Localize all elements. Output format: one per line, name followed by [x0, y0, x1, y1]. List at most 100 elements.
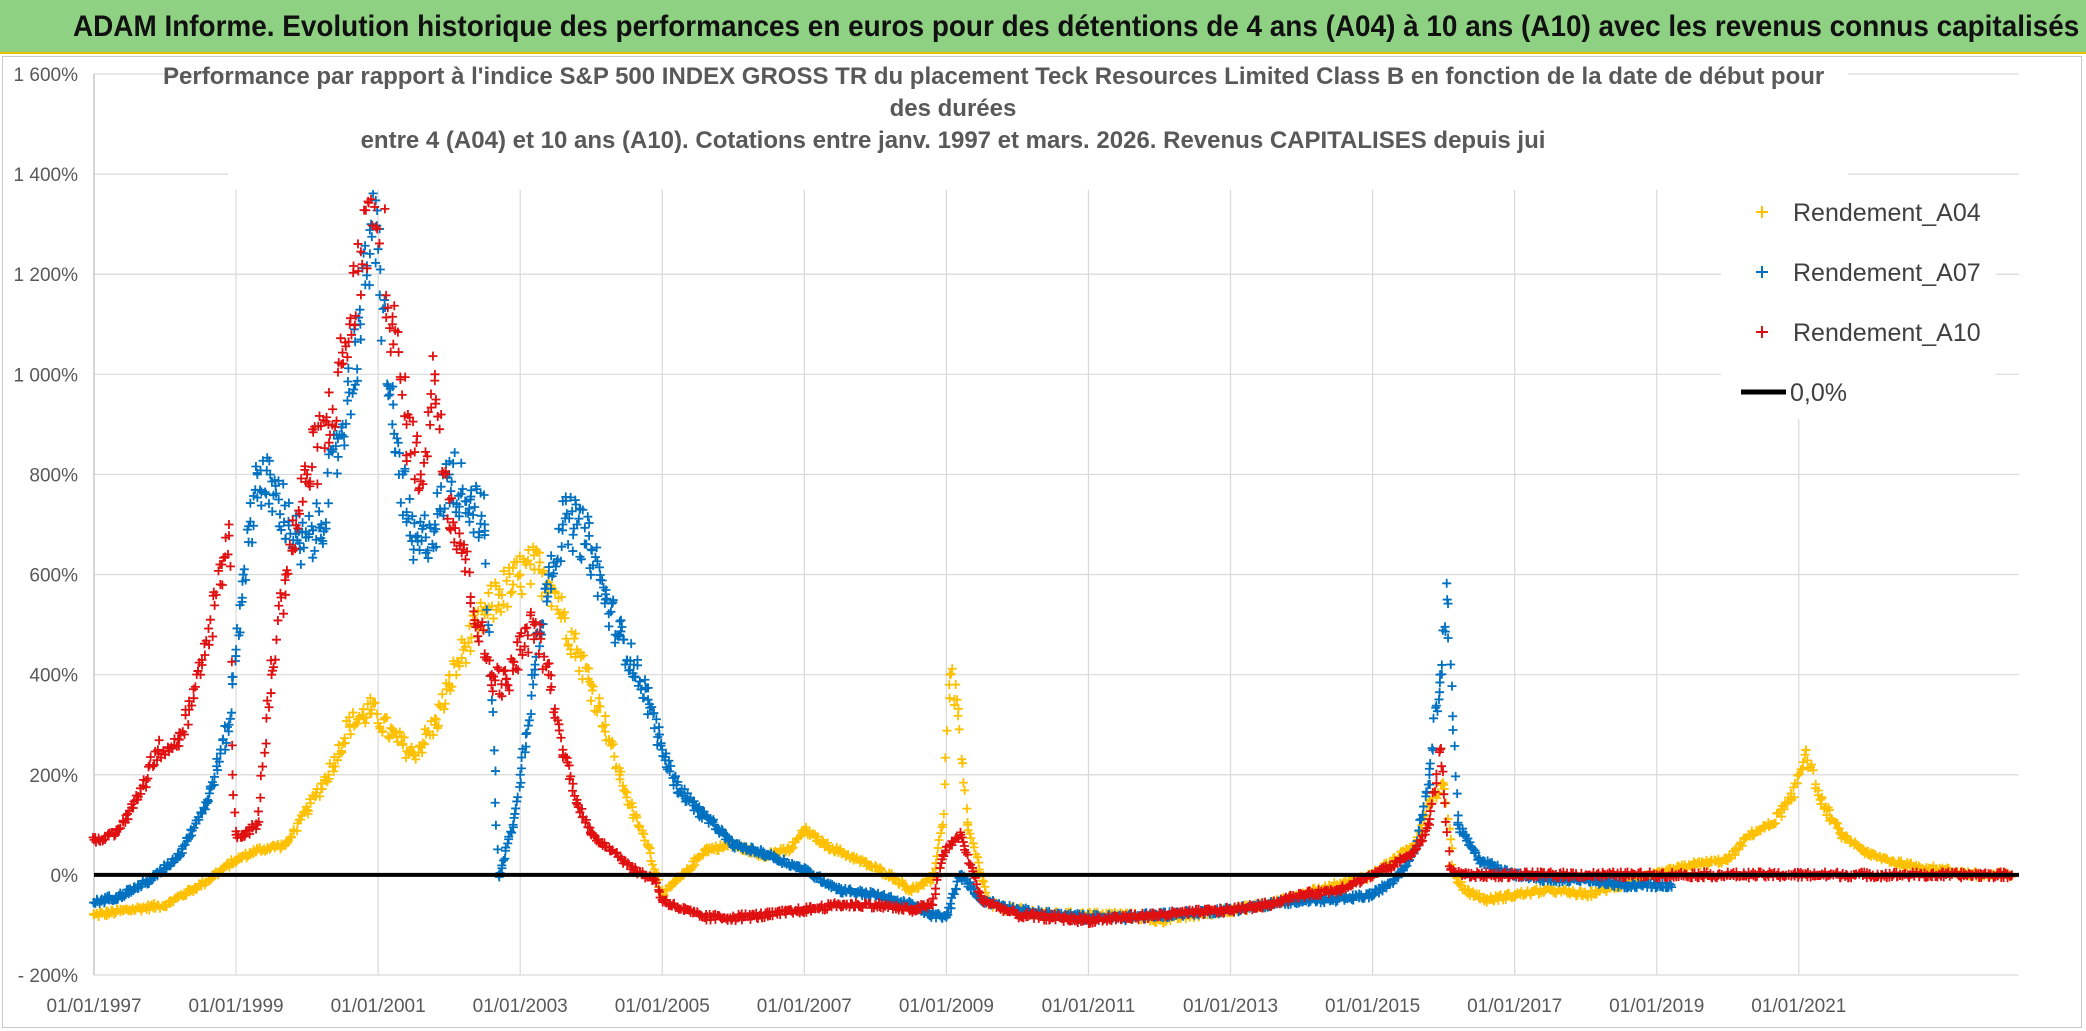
point-rendement-a07	[530, 660, 540, 670]
point-rendement-a10	[1425, 814, 1435, 824]
point-rendement-a10	[154, 735, 164, 745]
point-rendement-a10	[509, 657, 519, 667]
point-rendement-a07	[521, 729, 531, 739]
point-rendement-a07	[512, 796, 522, 806]
point-rendement-a10	[1444, 846, 1454, 856]
point-rendement-a04	[493, 601, 503, 611]
point-rendement-a04	[1531, 884, 1541, 894]
point-rendement-a07	[420, 510, 430, 520]
point-rendement-a10	[422, 451, 432, 461]
point-rendement-a04	[957, 758, 967, 768]
point-rendement-a10	[256, 771, 266, 781]
point-rendement-a07	[224, 726, 234, 736]
point-rendement-a07	[352, 376, 362, 386]
point-rendement-a07	[470, 502, 480, 512]
point-rendement-a07	[586, 570, 596, 580]
point-rendement-a10	[459, 540, 469, 550]
point-rendement-a07	[411, 532, 421, 542]
point-rendement-a10	[395, 374, 405, 384]
point-rendement-a10	[262, 696, 272, 706]
point-rendement-a04	[561, 634, 571, 644]
point-rendement-a07	[388, 382, 398, 392]
point-rendement-a04	[936, 828, 946, 838]
point-rendement-a04	[390, 728, 400, 738]
point-rendement-a07	[1446, 660, 1456, 670]
point-rendement-a07	[364, 280, 374, 290]
point-rendement-a07	[590, 552, 600, 562]
point-rendement-a04	[951, 680, 961, 690]
y-tick-label: 200%	[29, 766, 78, 787]
point-rendement-a10	[504, 685, 514, 695]
point-rendement-a04	[962, 804, 972, 814]
point-rendement-a04	[560, 613, 570, 623]
point-rendement-a04	[977, 876, 987, 886]
point-rendement-a04	[600, 711, 610, 721]
point-rendement-a04	[420, 739, 430, 749]
point-rendement-a07	[274, 494, 284, 504]
point-rendement-a10	[273, 615, 283, 625]
point-rendement-a04	[370, 698, 380, 708]
point-rendement-a07	[480, 559, 490, 569]
point-rendement-a10	[512, 637, 522, 647]
point-rendement-a04	[162, 902, 172, 912]
chart-frame: - 200% 0% 200% 400% 600% 800% 1 000% 1 200% 1 40…	[2, 56, 2082, 1028]
point-rendement-a04	[382, 713, 392, 723]
point-rendement-a07	[189, 823, 199, 833]
point-rendement-a04	[395, 727, 405, 737]
point-rendement-a10	[385, 323, 395, 333]
point-rendement-a07	[526, 691, 536, 701]
point-rendement-a04	[1841, 831, 1851, 841]
point-rendement-a07	[480, 526, 490, 536]
point-rendement-a07	[515, 770, 525, 780]
point-rendement-a04	[954, 724, 964, 734]
point-rendement-a07	[468, 510, 478, 520]
point-rendement-a07	[664, 756, 674, 766]
point-rendement-a10	[630, 863, 640, 873]
point-rendement-a07	[464, 517, 474, 527]
point-rendement-a07	[673, 777, 683, 787]
point-rendement-a07	[654, 730, 664, 740]
point-rendement-a10	[211, 590, 221, 600]
point-rendement-a10	[516, 628, 526, 638]
point-rendement-a07	[273, 476, 283, 486]
point-rendement-a07	[617, 622, 627, 632]
point-rendement-a04	[513, 571, 523, 581]
point-rendement-a10	[450, 523, 460, 533]
point-rendement-a07	[388, 400, 398, 410]
point-rendement-a04	[947, 664, 957, 674]
point-rendement-a07	[471, 481, 481, 491]
point-rendement-a10	[270, 655, 280, 665]
point-rendement-a10	[958, 837, 968, 847]
point-rendement-a04	[937, 822, 947, 832]
point-rendement-a07	[1435, 687, 1445, 697]
point-rendement-a10	[522, 623, 532, 633]
point-rendement-a10	[228, 770, 238, 780]
point-rendement-a10	[526, 607, 536, 617]
x-tick-label: 01/01/2003	[473, 996, 568, 1017]
point-rendement-a07	[546, 551, 556, 561]
point-rendement-a04	[512, 557, 522, 567]
point-rendement-a07	[405, 494, 415, 504]
point-rendement-a07	[640, 675, 650, 685]
point-rendement-a04	[451, 670, 461, 680]
point-rendement-a10	[488, 686, 498, 696]
point-rendement-a10	[935, 863, 945, 873]
point-rendement-a07	[1667, 882, 1677, 892]
point-rendement-a10	[371, 222, 381, 232]
point-rendement-a07	[228, 672, 238, 682]
point-rendement-a10	[193, 666, 203, 676]
point-rendement-a04	[620, 786, 630, 796]
point-rendement-a07	[423, 545, 433, 555]
point-rendement-a10	[471, 622, 481, 632]
point-rendement-a07	[527, 670, 537, 680]
point-rendement-a07	[549, 568, 559, 578]
point-rendement-a10	[351, 311, 361, 321]
point-rendement-a07	[321, 524, 331, 534]
point-rendement-a04	[1446, 834, 1456, 844]
point-rendement-a04	[329, 766, 339, 776]
point-rendement-a07	[630, 672, 640, 682]
axes: - 200%0%200%400%600%800%1 000%1 200%1 40…	[14, 65, 1847, 1017]
point-rendement-a10	[190, 682, 200, 692]
point-rendement-a07	[1447, 681, 1457, 691]
point-rendement-a07	[323, 498, 333, 508]
